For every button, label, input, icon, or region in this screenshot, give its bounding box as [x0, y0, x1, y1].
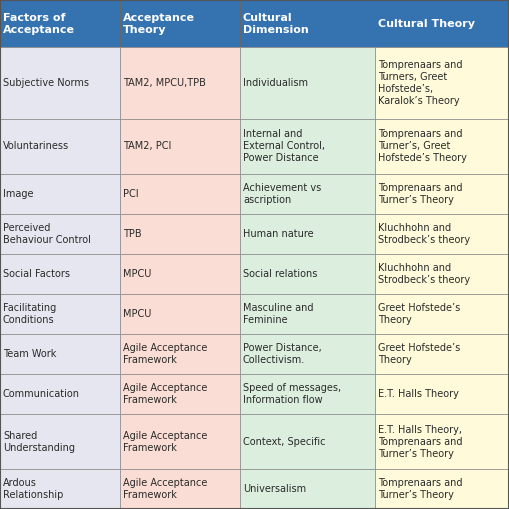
Bar: [120, 374, 240, 414]
Text: Agile Acceptance
Framework: Agile Acceptance Framework: [123, 383, 207, 405]
Bar: [240, 294, 375, 334]
Bar: [375, 119, 509, 174]
Bar: [0, 174, 120, 214]
Bar: [120, 47, 240, 119]
Bar: [0, 294, 120, 334]
Bar: [0, 469, 120, 509]
Text: Masculine and
Feminine: Masculine and Feminine: [243, 303, 314, 325]
Text: Greet Hofstede’s
Theory: Greet Hofstede’s Theory: [378, 303, 460, 325]
Bar: [375, 374, 509, 414]
Text: Tomprenaars and
Turner’s Theory: Tomprenaars and Turner’s Theory: [378, 478, 463, 500]
Bar: [240, 119, 375, 174]
Bar: [0, 254, 120, 294]
Text: TPB: TPB: [123, 229, 142, 239]
Text: Team Work: Team Work: [3, 349, 56, 359]
Bar: [240, 214, 375, 254]
Bar: [240, 254, 375, 294]
Text: Universalism: Universalism: [243, 484, 306, 494]
Bar: [120, 214, 240, 254]
Text: Greet Hofstede’s
Theory: Greet Hofstede’s Theory: [378, 343, 460, 365]
Bar: [120, 119, 240, 174]
Bar: [375, 174, 509, 214]
Bar: [0, 119, 120, 174]
Text: Subjective Norms: Subjective Norms: [3, 78, 89, 88]
Bar: [0, 0, 120, 47]
Text: PCI: PCI: [123, 189, 138, 199]
Bar: [240, 334, 375, 374]
Text: Tomprenaars and
Turner’s, Greet
Hofstede’s Theory: Tomprenaars and Turner’s, Greet Hofstede…: [378, 129, 467, 163]
Text: MPCU: MPCU: [123, 309, 151, 319]
Text: Cultural Theory: Cultural Theory: [378, 19, 475, 29]
Bar: [375, 414, 509, 469]
Text: MPCU: MPCU: [123, 269, 151, 279]
Bar: [375, 254, 509, 294]
Text: Agile Acceptance
Framework: Agile Acceptance Framework: [123, 478, 207, 500]
Text: E.T. Halls Theory: E.T. Halls Theory: [378, 389, 459, 399]
Text: TAM2, MPCU,TPB: TAM2, MPCU,TPB: [123, 78, 206, 88]
Bar: [240, 174, 375, 214]
Text: Agile Acceptance
Framework: Agile Acceptance Framework: [123, 343, 207, 365]
Bar: [120, 294, 240, 334]
Text: Individualism: Individualism: [243, 78, 308, 88]
Text: Social Factors: Social Factors: [3, 269, 70, 279]
Text: Acceptance
Theory: Acceptance Theory: [123, 13, 195, 35]
Bar: [240, 0, 375, 47]
Bar: [120, 174, 240, 214]
Text: E.T. Halls Theory,
Tomprenaars and
Turner’s Theory: E.T. Halls Theory, Tomprenaars and Turne…: [378, 425, 463, 459]
Bar: [375, 294, 509, 334]
Text: Context, Specific: Context, Specific: [243, 437, 325, 446]
Bar: [375, 334, 509, 374]
Text: Agile Acceptance
Framework: Agile Acceptance Framework: [123, 431, 207, 453]
Bar: [0, 414, 120, 469]
Bar: [375, 214, 509, 254]
Text: Tomprenaars and
Turners, Greet
Hofstede’s,
Karalok’s Theory: Tomprenaars and Turners, Greet Hofstede’…: [378, 60, 463, 106]
Bar: [240, 414, 375, 469]
Bar: [240, 374, 375, 414]
Bar: [0, 334, 120, 374]
Text: TAM2, PCI: TAM2, PCI: [123, 142, 172, 152]
Bar: [375, 0, 509, 47]
Text: Voluntariness: Voluntariness: [3, 142, 69, 152]
Text: Image: Image: [3, 189, 34, 199]
Bar: [120, 254, 240, 294]
Bar: [120, 414, 240, 469]
Text: Kluchhohn and
Strodbeck’s theory: Kluchhohn and Strodbeck’s theory: [378, 223, 470, 245]
Bar: [120, 334, 240, 374]
Bar: [120, 0, 240, 47]
Text: Shared
Understanding: Shared Understanding: [3, 431, 75, 453]
Bar: [120, 469, 240, 509]
Bar: [0, 47, 120, 119]
Text: Human nature: Human nature: [243, 229, 314, 239]
Bar: [0, 214, 120, 254]
Text: Facilitating
Conditions: Facilitating Conditions: [3, 303, 56, 325]
Text: Power Distance,
Collectivism.: Power Distance, Collectivism.: [243, 343, 322, 365]
Text: Tomprenaars and
Turner’s Theory: Tomprenaars and Turner’s Theory: [378, 183, 463, 205]
Text: Cultural
Dimension: Cultural Dimension: [243, 13, 309, 35]
Bar: [240, 469, 375, 509]
Bar: [240, 47, 375, 119]
Text: Speed of messages,
Information flow: Speed of messages, Information flow: [243, 383, 341, 405]
Bar: [375, 469, 509, 509]
Text: Factors of
Acceptance: Factors of Acceptance: [3, 13, 75, 35]
Text: Achievement vs
ascription: Achievement vs ascription: [243, 183, 321, 205]
Bar: [0, 374, 120, 414]
Bar: [375, 47, 509, 119]
Text: Communication: Communication: [3, 389, 80, 399]
Text: Kluchhohn and
Strodbeck’s theory: Kluchhohn and Strodbeck’s theory: [378, 263, 470, 285]
Text: Internal and
External Control,
Power Distance: Internal and External Control, Power Dis…: [243, 129, 325, 163]
Text: Social relations: Social relations: [243, 269, 318, 279]
Text: Perceived
Behaviour Control: Perceived Behaviour Control: [3, 223, 91, 245]
Text: Ardous
Relationship: Ardous Relationship: [3, 478, 64, 500]
